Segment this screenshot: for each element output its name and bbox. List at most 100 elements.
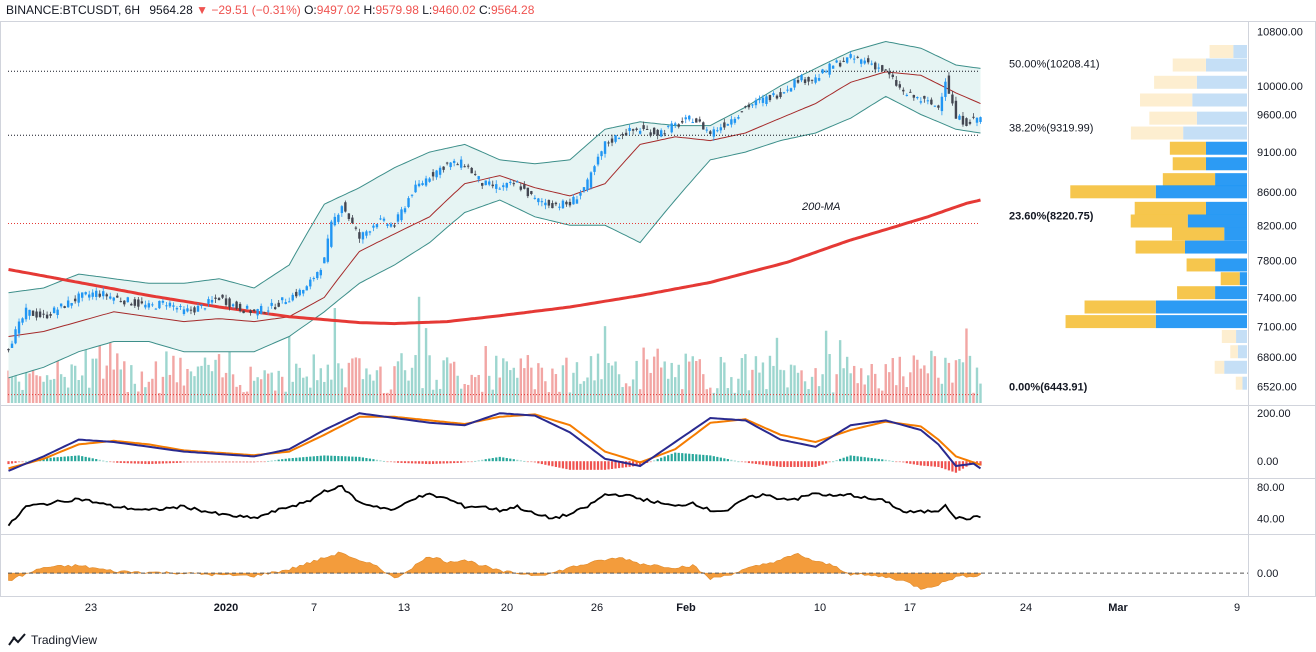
macd-histogram-bar bbox=[751, 461, 754, 464]
price-axis-tick-label: 9600.00 bbox=[1257, 109, 1297, 121]
volume-bar bbox=[179, 357, 182, 403]
volume-bar bbox=[344, 387, 347, 403]
macd-histogram-bar bbox=[389, 461, 393, 463]
volume-bar bbox=[523, 368, 526, 403]
macd-histogram-bar bbox=[358, 456, 361, 462]
macd-histogram-bar bbox=[905, 461, 908, 464]
candle-body bbox=[196, 305, 200, 312]
volume-bar bbox=[551, 368, 554, 403]
candle-body bbox=[49, 314, 52, 316]
price-axis-tick-label: 10800.00 bbox=[1257, 27, 1303, 39]
candle-body bbox=[477, 176, 480, 180]
volume-bar bbox=[277, 370, 280, 403]
volume-bar bbox=[526, 355, 530, 403]
volume-bar bbox=[975, 367, 979, 403]
volume-bar bbox=[779, 369, 782, 403]
macd-histogram-bar bbox=[449, 461, 452, 464]
candle-body bbox=[45, 314, 49, 319]
macd-histogram-bar bbox=[235, 461, 238, 463]
candle-body bbox=[56, 309, 59, 315]
candle-body bbox=[186, 308, 189, 312]
candle-body bbox=[291, 294, 294, 301]
volume-bar bbox=[723, 362, 726, 403]
volume-bar bbox=[73, 365, 77, 403]
volume-bar bbox=[298, 367, 301, 403]
candle-body bbox=[340, 206, 344, 214]
macd-histogram-bar bbox=[431, 461, 435, 464]
candle-body bbox=[200, 304, 203, 306]
candle-body bbox=[666, 125, 670, 127]
candle-body bbox=[526, 187, 530, 197]
candle-body bbox=[916, 97, 919, 99]
candle-body bbox=[867, 58, 870, 63]
volume-bar bbox=[652, 356, 656, 403]
candle-body bbox=[407, 198, 410, 207]
macd-histogram-bar bbox=[337, 456, 340, 462]
macd-histogram-bar bbox=[231, 461, 235, 463]
candle-body bbox=[368, 231, 372, 233]
triangle-down-icon: ▼ bbox=[196, 3, 208, 17]
volume-bar bbox=[172, 355, 175, 403]
candle-body bbox=[403, 208, 407, 213]
macd-histogram-bar bbox=[860, 456, 863, 462]
macd-histogram-bar bbox=[56, 457, 59, 462]
volume-bar bbox=[856, 383, 859, 403]
volume-profile-bar bbox=[1172, 157, 1206, 171]
macd-histogram-bar bbox=[754, 461, 758, 464]
volume-bar bbox=[270, 372, 273, 403]
macd-histogram-bar bbox=[372, 459, 375, 462]
candle-body bbox=[716, 130, 719, 132]
volume-bar bbox=[649, 372, 652, 403]
candle-body bbox=[414, 184, 417, 193]
macd-histogram-bar bbox=[796, 461, 800, 467]
macd-histogram-bar bbox=[456, 461, 459, 463]
macd-histogram-bar bbox=[17, 461, 21, 463]
macd-histogram-bar bbox=[200, 461, 203, 463]
candle-body bbox=[909, 91, 912, 93]
time-axis-tick-label: 26 bbox=[591, 602, 603, 614]
footer-brand[interactable]: TradingView bbox=[8, 630, 97, 650]
candle-body bbox=[603, 141, 607, 154]
candle-body bbox=[656, 129, 659, 136]
volume-profile-bar bbox=[1205, 157, 1247, 171]
macd-histogram-bar bbox=[186, 461, 189, 463]
macd-histogram-bar bbox=[716, 456, 719, 462]
volume-bar bbox=[400, 353, 403, 403]
volume-bar bbox=[937, 377, 940, 403]
macd-histogram-bar bbox=[267, 460, 270, 462]
candle-body bbox=[551, 203, 554, 209]
macd-histogram-bar bbox=[502, 457, 505, 462]
macd-histogram-bar bbox=[158, 461, 161, 464]
macd-histogram-bar bbox=[151, 461, 154, 464]
volume-bar bbox=[838, 340, 842, 403]
volume-bar bbox=[470, 374, 473, 403]
volume-bar bbox=[351, 358, 354, 403]
volume-bar bbox=[719, 356, 723, 403]
candle-body bbox=[684, 117, 687, 120]
candle-body bbox=[302, 289, 305, 294]
macd-histogram-bar bbox=[575, 461, 579, 470]
oscillator-area bbox=[8, 551, 981, 590]
symbol-label[interactable]: BINANCE:BTCUSDT, 6H bbox=[6, 3, 141, 17]
volume-bar bbox=[126, 392, 130, 403]
volume-bar bbox=[84, 335, 87, 403]
volume-bar bbox=[459, 388, 463, 403]
volume-bar bbox=[954, 360, 958, 403]
volume-profile-bar bbox=[1224, 227, 1247, 241]
volume-profile-bar bbox=[1130, 126, 1184, 140]
macd-histogram-bar bbox=[505, 458, 508, 462]
candle-body bbox=[238, 303, 242, 311]
volume-bar bbox=[895, 385, 898, 403]
candle-body bbox=[958, 115, 961, 120]
candle-body bbox=[17, 321, 21, 334]
candle-body bbox=[814, 77, 817, 83]
macd-histogram-bar bbox=[7, 461, 10, 465]
candle-body bbox=[744, 106, 747, 108]
volume-bar bbox=[803, 381, 807, 403]
candle-body bbox=[386, 224, 389, 226]
volume-bar bbox=[38, 376, 42, 403]
candle-body bbox=[24, 307, 28, 320]
candle-body bbox=[884, 69, 887, 71]
candle-body bbox=[256, 309, 259, 316]
